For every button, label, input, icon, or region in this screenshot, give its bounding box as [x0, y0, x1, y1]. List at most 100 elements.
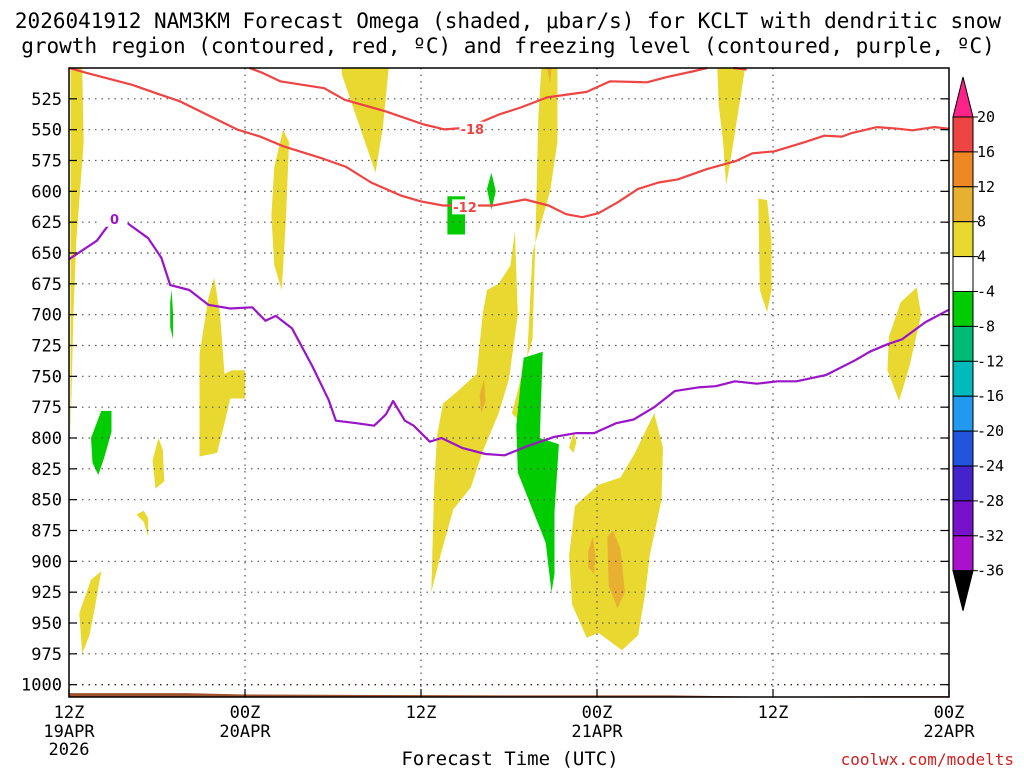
region-omega-4-8-g [431, 230, 518, 593]
contour-dendritic-lower [68, 66, 950, 219]
region-omega-neg4-8-d [487, 172, 496, 210]
colorbar-segment-10 [952, 465, 974, 502]
colorbar-label-11: -28 [977, 492, 1004, 510]
colorbar-label-7: -12 [977, 352, 1004, 370]
ground-terrain [69, 693, 949, 697]
y-tick-label-950: 950 [31, 614, 62, 634]
colorbar-segment-12 [952, 535, 974, 572]
x-tick-date-36: 21APR [571, 722, 623, 742]
contour-freezing-level [68, 219, 950, 457]
region-omega-4-8-f [341, 68, 389, 173]
colorbar-label-9: -20 [977, 422, 1004, 440]
colorbar-segment-4 [952, 256, 974, 293]
x-tick-date-12: 20APR [219, 722, 271, 742]
colorbar-label-13: -36 [977, 562, 1004, 580]
colorbar: 20 16 12 8 4 -4 -8 -12 -16 -20 -24 -28 -32 -36 [952, 76, 1004, 611]
contour-label-dendritic-upper: -18 [461, 123, 485, 138]
y-tick-label-575: 575 [31, 152, 62, 172]
region-omega-4-8-l [758, 198, 772, 313]
colorbar-segment-6 [952, 325, 974, 362]
y-tick-label-1000: 1000 [21, 676, 62, 696]
contour-label-bg-dendritic-lower [452, 199, 478, 215]
region-omega-neg4-8-e [516, 351, 559, 593]
y-tick-label-675: 675 [31, 275, 62, 295]
y-tick-label-900: 900 [31, 552, 62, 572]
grid-lines [69, 68, 949, 697]
colorbar-label-4: 4 [977, 248, 986, 266]
region-omega-4-8-d [199, 277, 245, 457]
contour-label-bg-freezing-level [101, 211, 128, 227]
colorbar-label-0: 20 [977, 108, 995, 126]
y-tick-label-800: 800 [31, 429, 62, 449]
x-tick-year-0: 2026 [49, 740, 90, 760]
region-omega-4-8-m [887, 287, 922, 401]
colorbar-segment-8 [952, 395, 974, 432]
x-tick-time-24: 12Z [406, 703, 437, 723]
contour-label-bg-dendritic-upper [459, 121, 486, 137]
credit-text: coolwx.com/modelts [841, 750, 1014, 768]
chart-title-line-2: growth region (contoured, red, ºC) and f… [21, 34, 995, 58]
x-axis-label: Forecast Time (UTC) [401, 748, 618, 768]
region-omega-4-8-h [511, 68, 558, 426]
colorbar-label-2: 12 [977, 178, 995, 196]
colorbar-label-6: -8 [977, 317, 995, 335]
colorbar-segment-1 [952, 151, 974, 188]
y-tick-label-975: 975 [31, 645, 62, 665]
colorbar-segment-0 [952, 116, 974, 153]
y-tick-label-725: 725 [31, 337, 62, 357]
colorbar-segment-11 [952, 500, 974, 537]
y-tick-label-700: 700 [31, 306, 62, 326]
ground-layer [69, 684, 949, 697]
contour-dendritic-upper [249, 66, 708, 131]
colorbar-top-arrow [952, 76, 974, 118]
y-tick-label-925: 925 [31, 583, 62, 603]
region-omega-8-12-c [479, 378, 486, 414]
region-omega-4-8-c [152, 438, 165, 489]
x-tick-date-0: 19APR [43, 722, 95, 742]
y-tick-label-600: 600 [31, 182, 62, 202]
x-tick-time-36: 00Z [582, 703, 613, 723]
region-omega-neg4-8-a [91, 410, 112, 475]
omega-shading [70, 68, 922, 654]
colorbar-segment-2 [952, 186, 974, 223]
y-tick-label-775: 775 [31, 398, 62, 418]
colorbar-segment-3 [952, 221, 974, 258]
y-tick-label-875: 875 [31, 522, 62, 542]
region-omega-neg4-8-b [170, 290, 174, 340]
colorbar-segment-9 [952, 430, 974, 467]
y-tick-label-825: 825 [31, 460, 62, 480]
region-omega-8-12-b [588, 536, 596, 574]
y-tick-label-625: 625 [31, 213, 62, 233]
contour-label-freezing-level: 0 [110, 213, 119, 228]
colorbar-label-8: -16 [977, 387, 1004, 405]
plot-frame [68, 67, 950, 698]
colorbar-label-5: -4 [977, 283, 995, 301]
x-tick-time-12: 00Z [230, 703, 261, 723]
colorbar-label-12: -32 [977, 527, 1004, 545]
y-tick-label-750: 750 [31, 367, 62, 387]
x-tick-time-48: 12Z [758, 703, 789, 723]
colorbar-segment-7 [952, 360, 974, 397]
region-omega-4-8-i [569, 431, 577, 453]
y-tick-label-550: 550 [31, 121, 62, 141]
colorbar-label-10: -24 [977, 457, 1004, 475]
x-tick-time-60: 00Z [934, 703, 965, 723]
y-tick-label-525: 525 [31, 90, 62, 110]
y-tick-label-650: 650 [31, 244, 62, 264]
x-tick-date-60: 22APR [923, 722, 975, 742]
temperature-contours: -18 -12 0 [68, 66, 950, 457]
region-omega-4-8-k [717, 68, 746, 186]
colorbar-segment-5 [952, 291, 974, 327]
chart-title-line-1: 2026041912 NAM3KM Forecast Omega (shaded… [15, 9, 1002, 33]
colorbar-bottom-arrow [952, 570, 974, 611]
region-omega-8-12-a [607, 530, 625, 609]
region-omega-8-12-d [547, 68, 552, 83]
region-omega-4-8-j [569, 413, 663, 651]
y-axis-ticks: 525 550 575 600 625 650 675 700 725 750 775 800 825 8… [21, 90, 949, 696]
region-omega-4-8-b [136, 510, 149, 537]
region-omega-4-8-e [271, 129, 289, 290]
x-tick-time-0: 12Z [54, 703, 85, 723]
colorbar-label-1: 16 [977, 143, 995, 161]
